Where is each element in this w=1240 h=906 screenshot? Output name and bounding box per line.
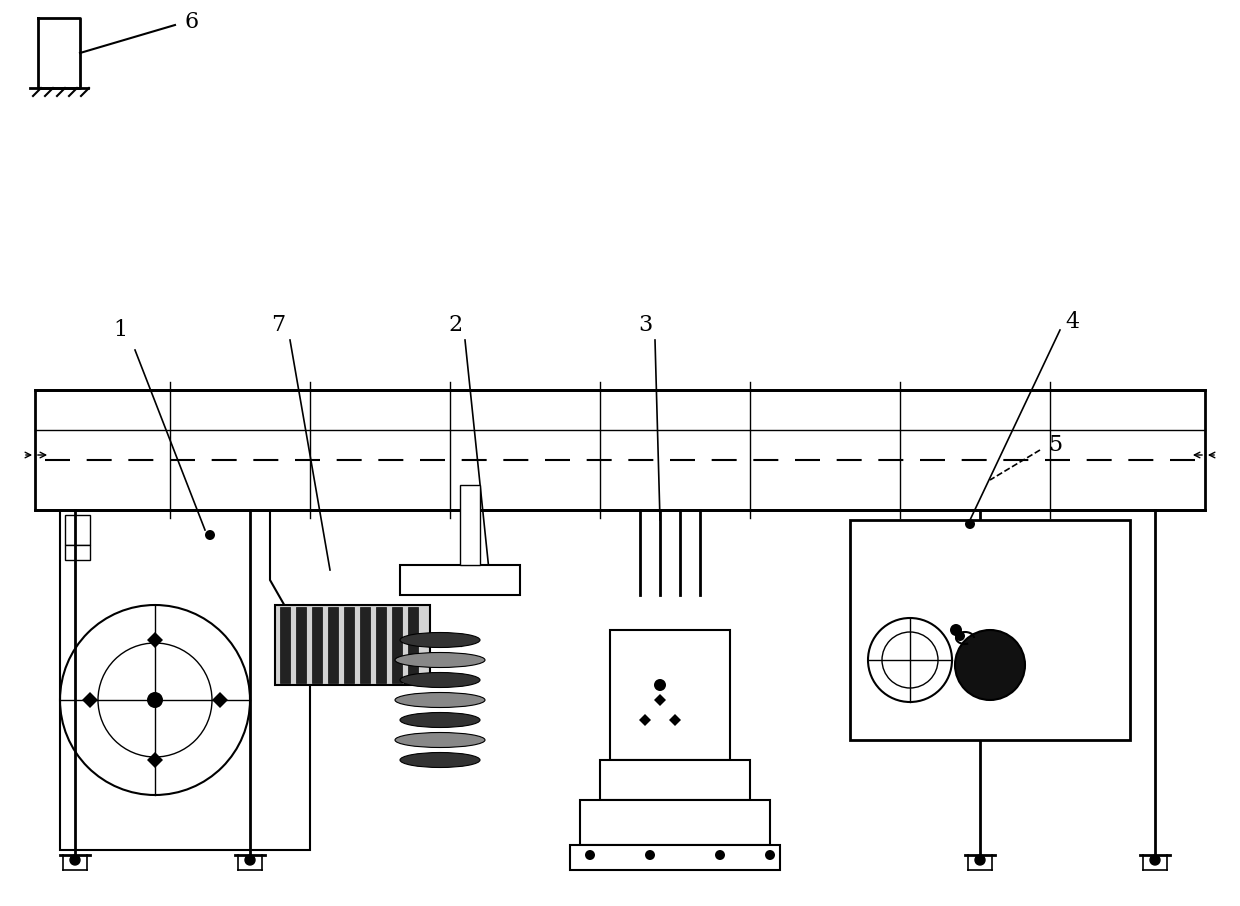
- Bar: [296, 607, 306, 683]
- Bar: [610, 630, 730, 760]
- Bar: [849, 520, 1130, 740]
- Polygon shape: [212, 692, 228, 708]
- Bar: [376, 607, 386, 683]
- Bar: [401, 565, 520, 595]
- Ellipse shape: [396, 732, 485, 747]
- Bar: [600, 760, 750, 800]
- Circle shape: [765, 850, 775, 860]
- Circle shape: [1149, 855, 1159, 865]
- Bar: [35, 390, 1205, 510]
- Bar: [460, 485, 480, 565]
- Ellipse shape: [401, 753, 480, 767]
- Circle shape: [205, 530, 215, 540]
- Circle shape: [975, 855, 985, 865]
- Bar: [408, 607, 418, 683]
- Text: 7: 7: [270, 314, 285, 336]
- Bar: [280, 607, 290, 683]
- Polygon shape: [148, 632, 162, 648]
- Text: 5: 5: [1048, 434, 1063, 456]
- Circle shape: [69, 855, 81, 865]
- Circle shape: [955, 630, 1025, 700]
- Polygon shape: [82, 692, 98, 708]
- Bar: [64, 545, 91, 560]
- Bar: [64, 515, 91, 545]
- Polygon shape: [653, 694, 666, 706]
- Text: 6: 6: [185, 11, 200, 33]
- Polygon shape: [60, 510, 310, 850]
- Circle shape: [246, 855, 255, 865]
- Circle shape: [965, 519, 975, 529]
- Bar: [312, 607, 322, 683]
- Bar: [329, 607, 339, 683]
- Circle shape: [585, 850, 595, 860]
- Circle shape: [148, 692, 162, 708]
- Ellipse shape: [396, 692, 485, 708]
- Polygon shape: [148, 752, 162, 768]
- Ellipse shape: [401, 632, 480, 648]
- Text: 1: 1: [113, 319, 126, 341]
- Polygon shape: [639, 714, 651, 726]
- Circle shape: [950, 624, 962, 636]
- Circle shape: [955, 631, 965, 641]
- Polygon shape: [670, 714, 681, 726]
- Text: 2: 2: [448, 314, 463, 336]
- Text: 4: 4: [1065, 311, 1079, 333]
- Circle shape: [715, 850, 725, 860]
- Circle shape: [645, 850, 655, 860]
- Ellipse shape: [401, 672, 480, 688]
- Text: 3: 3: [637, 314, 652, 336]
- Bar: [570, 845, 780, 870]
- Bar: [275, 605, 430, 685]
- Bar: [360, 607, 370, 683]
- Bar: [343, 607, 353, 683]
- Bar: [392, 607, 402, 683]
- Ellipse shape: [401, 712, 480, 728]
- Ellipse shape: [396, 652, 485, 668]
- Bar: [580, 800, 770, 845]
- Circle shape: [653, 679, 666, 691]
